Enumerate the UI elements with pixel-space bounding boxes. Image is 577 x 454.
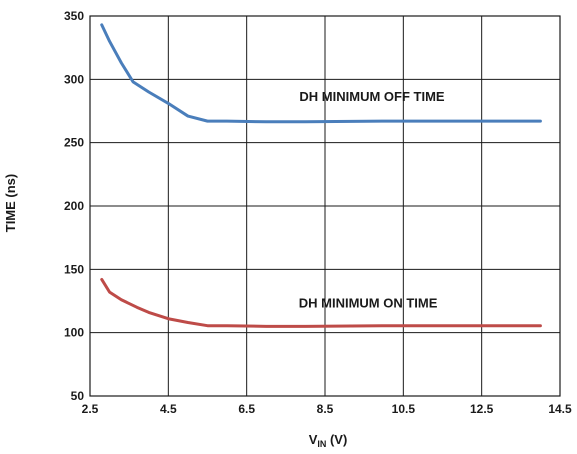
- grid: [90, 16, 560, 396]
- y-axis-title: TIME (ns): [3, 174, 18, 233]
- series-label-2: DH MINIMUM ON TIME: [299, 295, 438, 310]
- series-layer: [100, 23, 542, 328]
- y-tick-label: 150: [64, 262, 84, 276]
- y-tick-label: 200: [64, 199, 84, 213]
- x-axis-title-main: V: [309, 432, 318, 447]
- x-tick-labels: 2.5 4.5 6.5 8.5 10.5 12.5 14.5: [82, 402, 572, 416]
- x-tick-label: 2.5: [82, 402, 99, 416]
- y-tick-label: 50: [71, 389, 85, 403]
- x-axis-title-subscript: IN: [317, 439, 326, 449]
- y-tick-label: 350: [64, 9, 84, 23]
- annotations: DH MINIMUM OFF TIME DH MINIMUM ON TIME: [299, 89, 445, 310]
- x-tick-label: 12.5: [470, 402, 494, 416]
- series-label-1: DH MINIMUM OFF TIME: [299, 89, 444, 104]
- x-tick-label: 8.5: [317, 402, 334, 416]
- series-line-1: [100, 23, 542, 124]
- y-tick-label: 100: [64, 326, 84, 340]
- y-tick-label: 250: [64, 136, 84, 150]
- x-tick-label: 4.5: [160, 402, 177, 416]
- x-axis-title-unit: (V): [326, 432, 347, 447]
- x-axis-title: VIN (V): [309, 432, 348, 449]
- y-tick-label: 300: [64, 72, 84, 86]
- x-tick-label: 14.5: [548, 402, 572, 416]
- x-tick-label: 10.5: [392, 402, 416, 416]
- y-tick-labels: 50 100 150 200 250 300 350: [64, 9, 84, 403]
- series-line-2: [100, 277, 542, 328]
- plot-frame: [89, 15, 561, 397]
- x-tick-label: 6.5: [238, 402, 255, 416]
